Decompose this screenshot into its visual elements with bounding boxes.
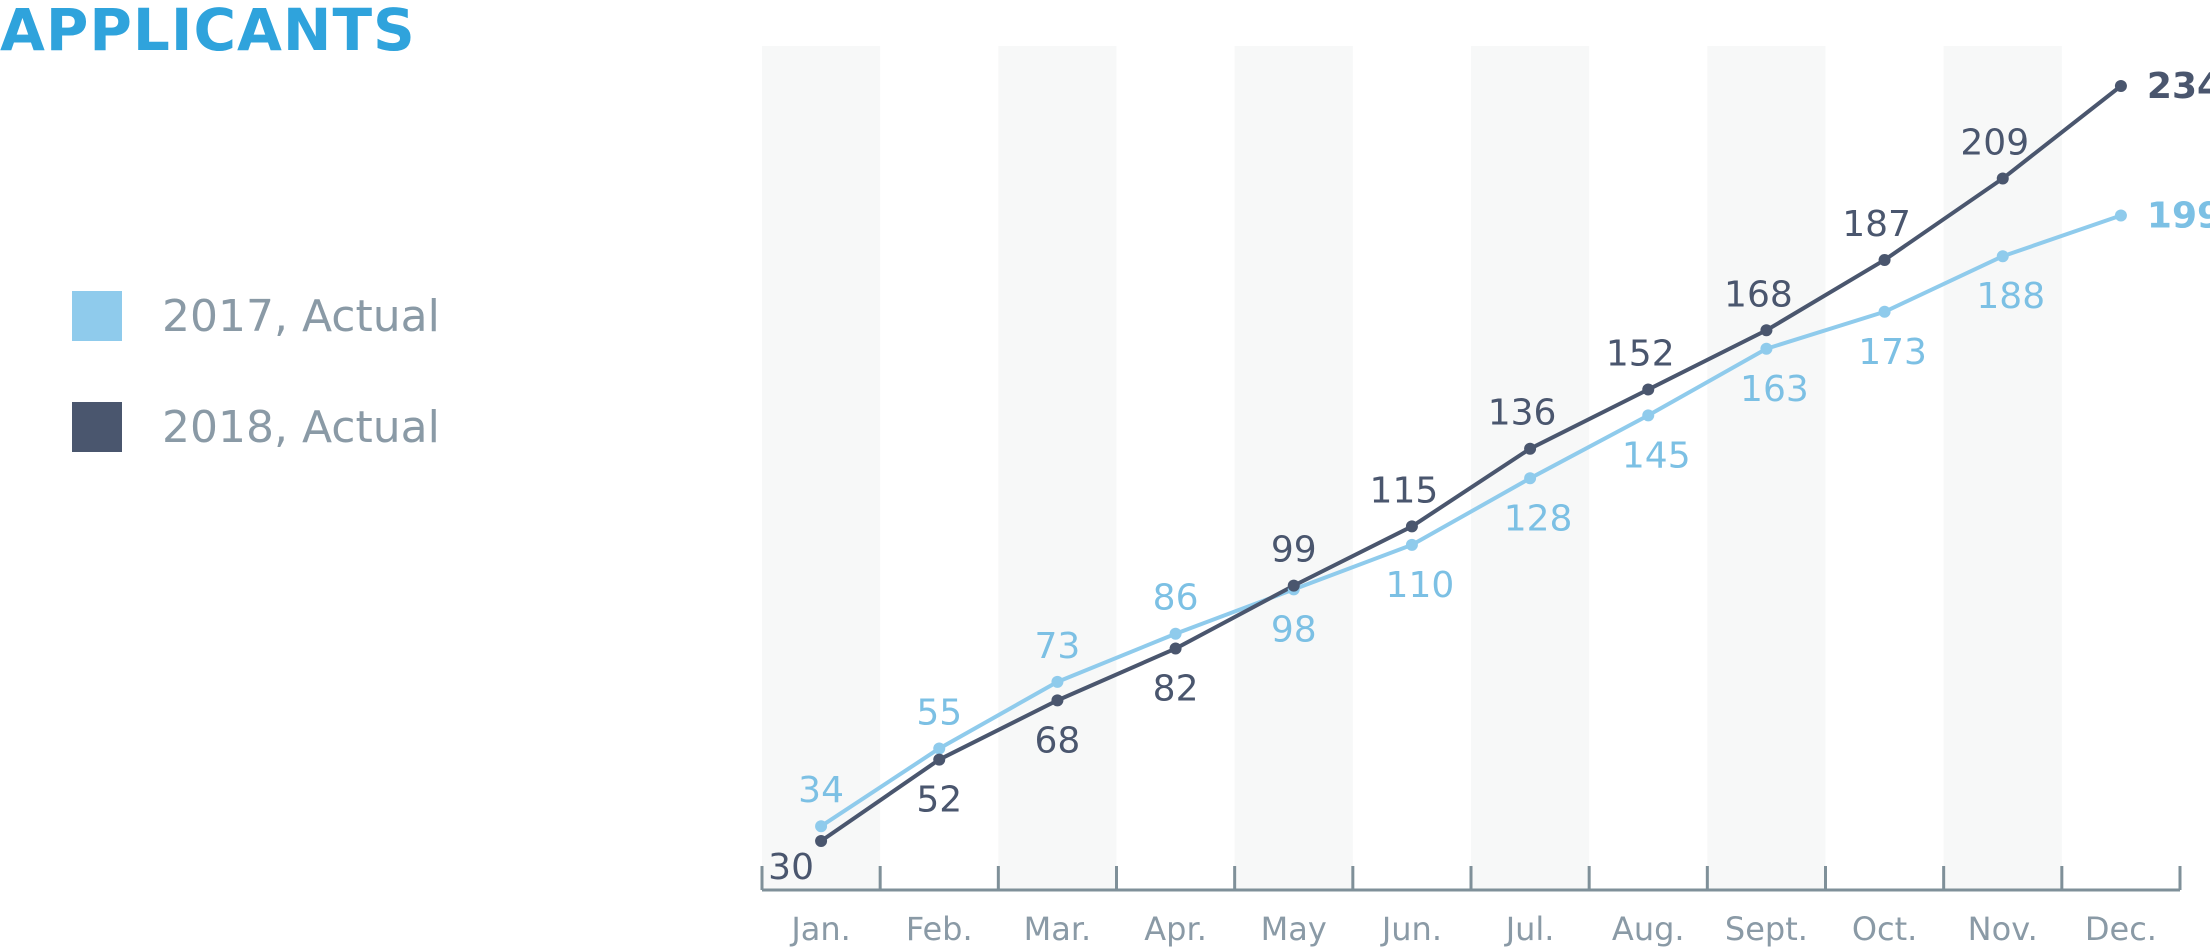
data-label-2017: 34 bbox=[798, 770, 844, 811]
data-label-2018: 168 bbox=[1724, 274, 1793, 315]
data-label-2017: 73 bbox=[1035, 626, 1081, 667]
data-label-2018: 68 bbox=[1035, 720, 1081, 761]
data-label-2018: 115 bbox=[1370, 470, 1439, 511]
data-label-2017: 128 bbox=[1504, 498, 1573, 539]
legend-swatch-2017 bbox=[72, 291, 122, 341]
data-point-2018 bbox=[1878, 253, 1891, 266]
data-point-2017 bbox=[1524, 472, 1537, 485]
background-band-0 bbox=[762, 46, 881, 890]
series-line-2017 bbox=[819, 213, 2122, 828]
x-tick-label: May bbox=[1261, 910, 1327, 948]
data-point-2018 bbox=[1051, 694, 1064, 707]
x-tick-label: Apr. bbox=[1144, 910, 1207, 948]
x-tick-label: Oct. bbox=[1852, 910, 1918, 948]
x-tick-label: Dec. bbox=[2085, 910, 2157, 948]
data-label-2017: 163 bbox=[1740, 369, 1809, 410]
legend-item-2017: 2017, Actual bbox=[72, 290, 440, 342]
x-tick-label: Sept. bbox=[1725, 910, 1808, 948]
background-band-8 bbox=[1707, 46, 1826, 890]
data-label-2018: 30 bbox=[768, 847, 814, 888]
data-point-2017 bbox=[1760, 342, 1773, 355]
data-point-2017 bbox=[1642, 409, 1655, 422]
legend-swatch-2018 bbox=[72, 402, 122, 452]
data-label-2018: 152 bbox=[1606, 333, 1675, 374]
background-band-2 bbox=[998, 46, 1117, 890]
background-band-4 bbox=[1234, 46, 1353, 890]
data-point-2017 bbox=[1051, 675, 1064, 688]
data-label-2018: 209 bbox=[1960, 123, 2029, 164]
data-label-2017: 145 bbox=[1622, 435, 1691, 476]
data-label-2018: 82 bbox=[1153, 669, 1199, 710]
data-point-2017 bbox=[1878, 305, 1891, 318]
data-point-2017 bbox=[2114, 209, 2127, 222]
data-point-2018 bbox=[1169, 642, 1182, 655]
data-point-2017 bbox=[1169, 627, 1182, 640]
data-point-2018 bbox=[1524, 442, 1537, 455]
data-label-2018: 52 bbox=[916, 780, 962, 821]
data-point-2018 bbox=[1405, 520, 1418, 533]
data-point-2018 bbox=[1760, 324, 1773, 337]
series-line-2018 bbox=[819, 84, 2123, 843]
data-point-2018 bbox=[1642, 383, 1655, 396]
data-label-2018: 99 bbox=[1271, 530, 1317, 571]
data-point-2017 bbox=[1405, 538, 1418, 551]
data-label-2017: 199 bbox=[2147, 196, 2210, 237]
x-tick-label: Jul. bbox=[1504, 910, 1555, 948]
legend-label-2018: 2018, Actual bbox=[162, 401, 440, 453]
data-label-2018: 136 bbox=[1488, 393, 1557, 434]
x-tick-label: Nov. bbox=[1968, 910, 2038, 948]
legend-item-2018: 2018, Actual bbox=[72, 401, 440, 453]
data-label-2018: 187 bbox=[1842, 204, 1911, 245]
legend: 2017, Actual 2018, Actual bbox=[72, 290, 440, 512]
x-tick-label: Mar. bbox=[1024, 910, 1092, 948]
data-label-2017: 188 bbox=[1976, 276, 2045, 317]
x-tick-label: Jan. bbox=[789, 910, 851, 948]
data-label-2017: 86 bbox=[1153, 578, 1199, 619]
data-label-2017: 55 bbox=[916, 692, 962, 733]
data-label-2018: 234 bbox=[2147, 66, 2210, 107]
data-point-2018 bbox=[1287, 579, 1300, 592]
background-band-10 bbox=[1943, 46, 2062, 890]
x-tick-label: Feb. bbox=[906, 910, 973, 948]
chart-title: APPLICANTS bbox=[0, 0, 416, 64]
data-point-2018 bbox=[815, 835, 828, 847]
legend-label-2017: 2017, Actual bbox=[162, 290, 440, 342]
data-point-2017 bbox=[933, 742, 946, 755]
data-point-2018 bbox=[933, 753, 946, 766]
x-tick-label: Aug. bbox=[1612, 910, 1685, 948]
data-label-2017: 98 bbox=[1271, 609, 1317, 650]
data-label-2017: 173 bbox=[1858, 332, 1927, 373]
data-point-2017 bbox=[1996, 250, 2009, 263]
x-tick-label: Jun. bbox=[1380, 910, 1442, 948]
background-band-6 bbox=[1471, 46, 1590, 890]
data-point-2018 bbox=[2114, 80, 2127, 92]
data-point-2017 bbox=[815, 820, 828, 833]
data-point-2018 bbox=[1996, 172, 2009, 185]
data-label-2017: 110 bbox=[1386, 565, 1455, 606]
